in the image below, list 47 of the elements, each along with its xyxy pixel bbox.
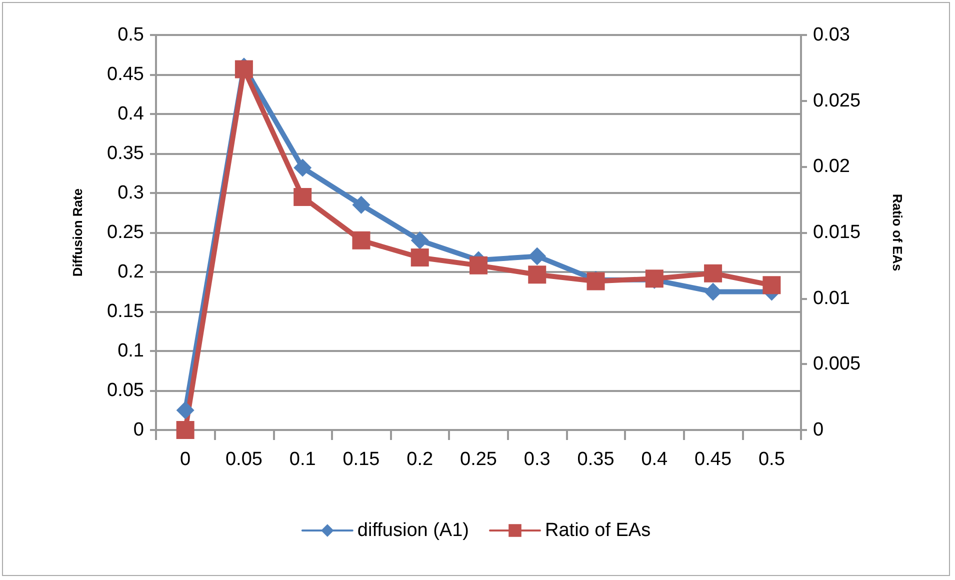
x-tick-label: 0.2 (406, 449, 434, 470)
y2-tick-label: 0.015 (813, 222, 861, 243)
x-tick-label: 0.3 (524, 449, 550, 470)
x-tick-label: 0.45 (694, 449, 732, 470)
point (294, 188, 312, 206)
y-tick-label: 0.2 (118, 262, 144, 282)
y-tick-label: 0.05 (107, 380, 144, 401)
y2-tick-label: 0.025 (813, 90, 861, 112)
y-tick-label: 0.25 (107, 222, 144, 243)
point (410, 231, 429, 250)
y-tick-label: 0 (133, 420, 144, 440)
y2-tick-label: 0.02 (813, 156, 850, 178)
y-tick-label: 0.35 (107, 143, 144, 164)
x-tick-label: 0.05 (225, 449, 262, 470)
y-tick-label: 0.45 (107, 64, 144, 85)
y-tick-label: 0.4 (118, 104, 144, 124)
y2-tick-label: 0 (813, 420, 824, 440)
point (410, 248, 429, 267)
y-tick-label: 0.15 (107, 301, 144, 322)
y-tick-label: 0.5 (118, 24, 144, 46)
x-tick-label: 0.15 (342, 449, 380, 470)
point (528, 247, 546, 266)
legend-label: diffusion (A1) (357, 520, 470, 541)
x-tick-label: 0.35 (577, 449, 614, 470)
point (762, 276, 781, 294)
x-tick-label: 0.25 (460, 449, 497, 470)
point (352, 196, 370, 214)
y-tick-label: 0.3 (118, 182, 144, 204)
y2-axis-title: Ratio of EAs (890, 194, 905, 272)
point (470, 256, 488, 274)
y2-tick-label: 0.03 (813, 24, 850, 46)
y-tick-label: 0.1 (118, 340, 144, 362)
x-tick-label: 0.1 (289, 449, 316, 470)
x-tick-label: 0.5 (758, 449, 785, 470)
point (294, 158, 312, 177)
point (176, 421, 194, 439)
point (234, 60, 253, 78)
y2-tick-label: 0.005 (813, 354, 861, 375)
point (352, 231, 370, 250)
y2-tick-label: 0.01 (813, 288, 850, 309)
point (528, 266, 546, 284)
x-tick-label: 0.4 (641, 449, 668, 470)
legend-label: Ratio of EAs (544, 520, 651, 541)
y-axis-title: Diffusion Rate (70, 188, 85, 277)
point (704, 264, 722, 282)
point (176, 401, 194, 420)
x-tick-label: 0 (180, 449, 191, 470)
